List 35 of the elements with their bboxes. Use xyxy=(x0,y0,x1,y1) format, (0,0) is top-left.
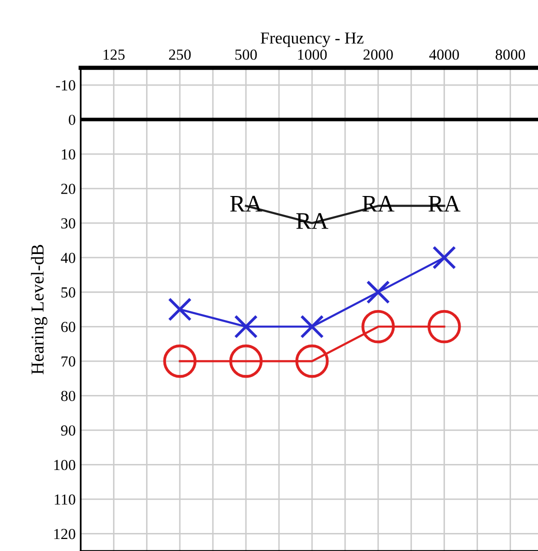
y-tick-label: 30 xyxy=(61,218,76,229)
point xyxy=(300,314,324,338)
y-tick-label: 110 xyxy=(54,494,76,505)
y-tick-label: 90 xyxy=(61,425,76,436)
y-tick-label: 60 xyxy=(61,322,76,332)
x-tick-label: 8000 xyxy=(496,50,526,60)
y-tick-label: 70 xyxy=(62,356,76,367)
point xyxy=(361,310,395,344)
point xyxy=(229,344,263,378)
point xyxy=(432,246,456,270)
point xyxy=(163,344,197,378)
point xyxy=(234,314,258,338)
point xyxy=(428,310,461,344)
x-tick-label: 125 xyxy=(104,50,125,60)
y-tick-label: 80 xyxy=(61,390,76,402)
x-tick-label: 1000 xyxy=(298,50,327,60)
y-tick-label: 50 xyxy=(61,287,76,298)
y-tick-label: 0 xyxy=(68,114,76,125)
annotation: RA xyxy=(428,196,460,212)
point xyxy=(295,344,329,378)
y-tick-label: 100 xyxy=(54,460,76,470)
y-tick-label: 120 xyxy=(54,528,76,540)
annotation: RA xyxy=(230,196,262,212)
point xyxy=(366,280,390,304)
point xyxy=(168,298,192,322)
y-tick-label: 20 xyxy=(61,184,76,194)
x-tick-label: 2000 xyxy=(364,50,393,60)
y-tick-label: -10 xyxy=(56,80,76,90)
x-tick-label: 250 xyxy=(169,50,191,60)
y-tick-label: 40 xyxy=(60,252,76,264)
x-tick-label: 500 xyxy=(235,50,257,60)
x-axis-title: Frequency - Hz xyxy=(260,32,364,48)
y-axis-title: Hearing Level-dB xyxy=(30,244,48,374)
x-tick-label: 4000 xyxy=(429,50,459,60)
y-tick-label: 10 xyxy=(62,149,76,160)
